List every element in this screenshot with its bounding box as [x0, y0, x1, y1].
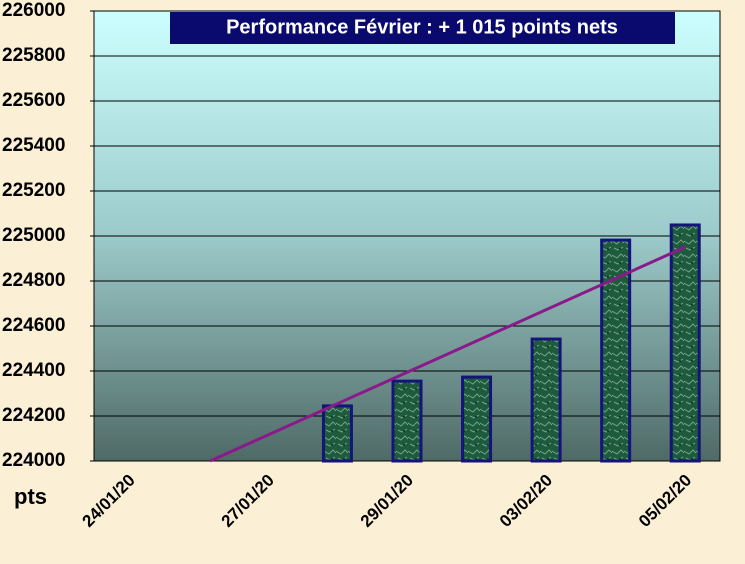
trendline [209, 245, 686, 463]
y-tick-label: 224600 [2, 315, 65, 336]
y-tick-label: 225400 [2, 135, 65, 156]
bar [461, 375, 493, 463]
bar [391, 379, 423, 463]
y-tick-label: 224200 [2, 405, 65, 426]
y-tick-label: 226000 [2, 0, 65, 21]
y-tick-label: 225600 [2, 90, 65, 111]
y-axis-label: pts [14, 484, 47, 509]
y-tick-label: 224000 [2, 450, 65, 471]
bar [530, 337, 562, 463]
y-tick-label: 224400 [2, 360, 65, 381]
bar [669, 223, 701, 463]
y-tick-label: 225200 [2, 180, 65, 201]
bar [321, 404, 353, 463]
chart-title: Performance Février : + 1 015 points net… [226, 16, 618, 38]
y-tick-label: 225000 [2, 225, 65, 246]
title-box [170, 12, 675, 44]
y-tick-label: 224800 [2, 270, 65, 291]
y-tick-label: 225800 [2, 45, 65, 66]
